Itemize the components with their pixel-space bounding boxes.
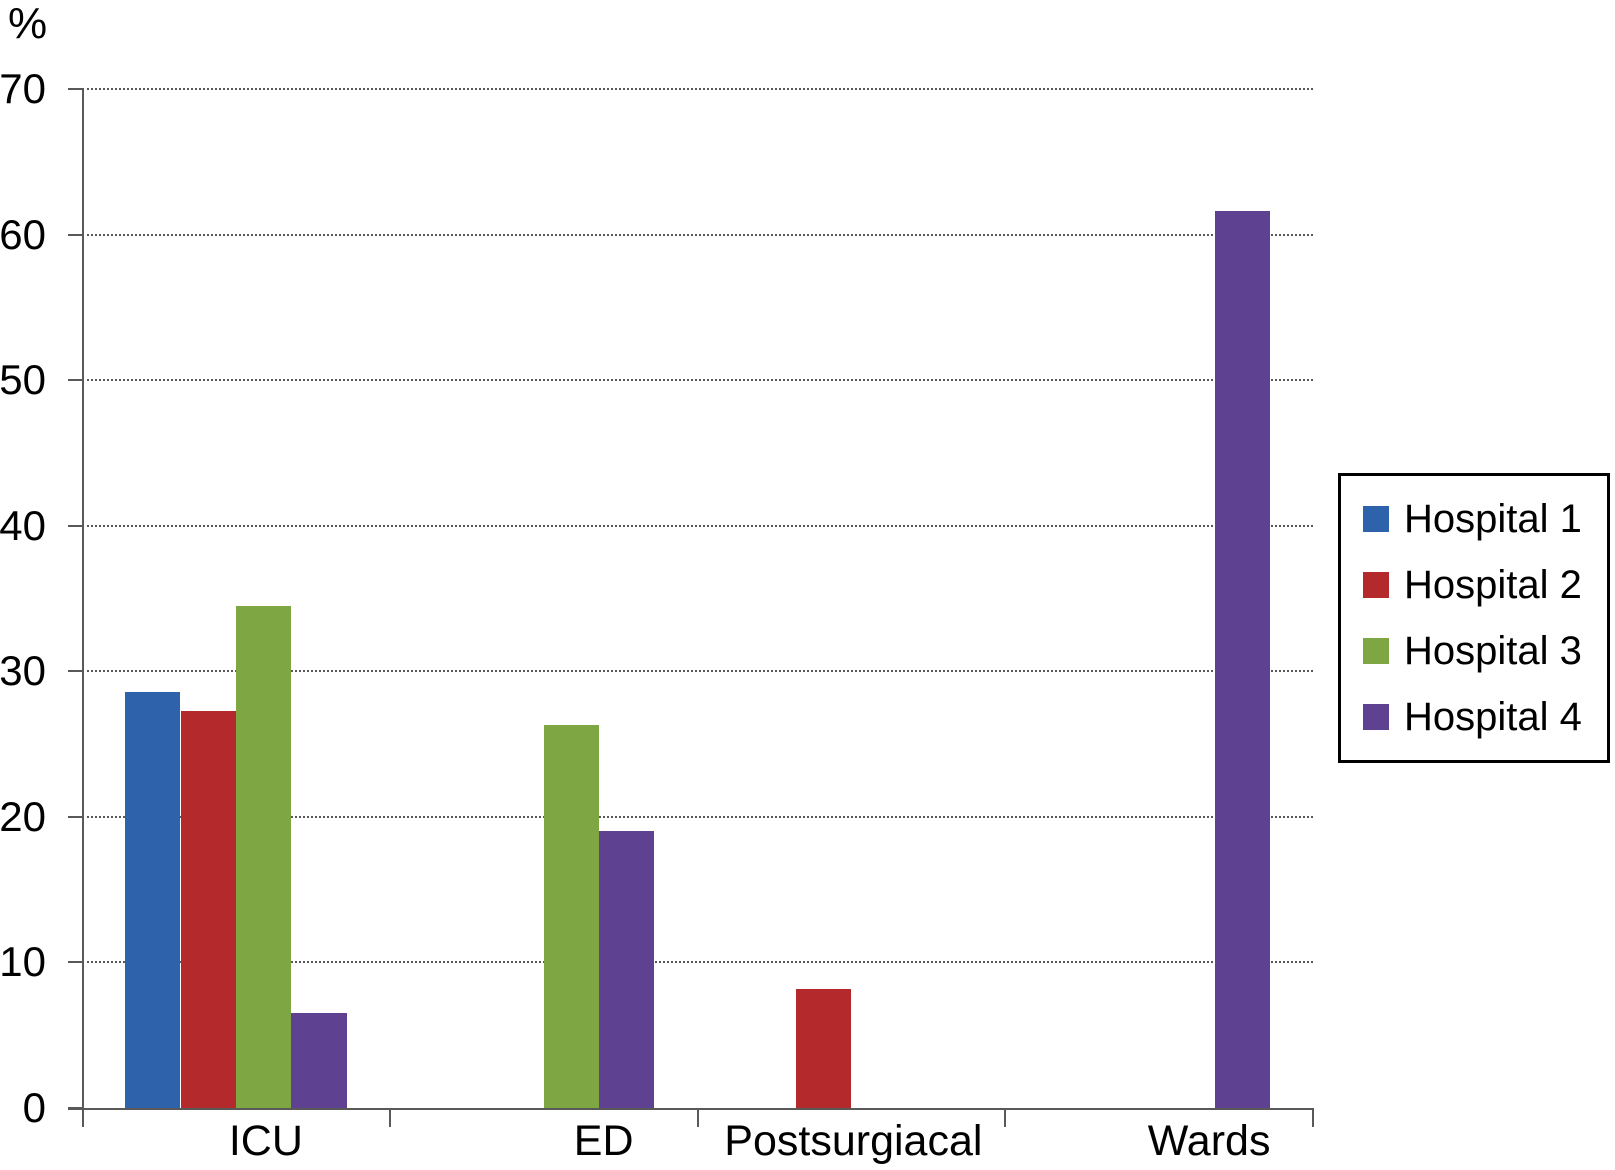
bar-hospital-2-icu (180, 710, 236, 1108)
legend-swatch-hospital-1 (1363, 506, 1389, 532)
x-axis-tick-1 (388, 1108, 391, 1127)
y-tick-50 (68, 379, 82, 382)
y-tick-10 (68, 961, 82, 964)
y-tick-label-50: 50 (0, 356, 46, 404)
legend-swatch-hospital-4 (1363, 704, 1389, 730)
legend-swatch-hospital-2 (1363, 572, 1389, 598)
y-tick-0 (68, 1107, 82, 1109)
y-tick-70 (68, 88, 82, 90)
y-tick-40 (68, 524, 82, 527)
y-tick-label-30: 30 (0, 647, 46, 695)
legend: Hospital 1 Hospital 2 Hospital 3 Hospital 4 (1338, 473, 1610, 763)
gridline-20 (82, 815, 1313, 818)
bar-hospital-1-icu (125, 691, 181, 1108)
gridline-30 (82, 670, 1313, 673)
y-tick-label-70: 70 (0, 65, 46, 112)
gridline-60 (82, 233, 1313, 236)
gridline-40 (82, 524, 1313, 527)
legend-label-hospital-3: Hospital 3 (1404, 629, 1582, 673)
legend-swatch-hospital-3 (1363, 638, 1389, 664)
y-axis-unit-label: % (8, 0, 48, 48)
x-category-label-wards: Wards (1147, 1117, 1271, 1165)
y-tick-label-10: 10 (0, 938, 46, 986)
y-tick-30 (68, 670, 82, 673)
y-tick-60 (68, 233, 82, 236)
x-axis-line (68, 1108, 1314, 1110)
bar-hospital-3-ed (543, 725, 600, 1108)
bar-hospital-4-ed (599, 831, 655, 1108)
bar-hospital-4-icu (291, 1013, 347, 1108)
bar-hospital-2-postsurgiacal (796, 988, 852, 1108)
legend-label-hospital-1: Hospital 1 (1404, 497, 1582, 541)
y-tick-label-40: 40 (0, 501, 46, 549)
gridline-70 (82, 88, 1313, 90)
y-tick-label-20: 20 (0, 792, 46, 840)
legend-item-1: Hospital 1 (1363, 499, 1607, 539)
y-tick-label-0: 0 (22, 1084, 46, 1131)
legend-item-3: Hospital 3 (1363, 631, 1607, 671)
x-category-label-icu: ICU (228, 1117, 303, 1165)
bar-hospital-3-icu (235, 605, 292, 1108)
x-category-label-ed: ED (573, 1117, 634, 1165)
legend-label-hospital-2: Hospital 2 (1404, 563, 1582, 607)
gridline-50 (82, 379, 1313, 382)
y-tick-label-60: 60 (0, 210, 46, 258)
x-axis-tick-4 (1312, 1108, 1314, 1127)
x-axis-tick-3 (1004, 1108, 1007, 1127)
legend-label-hospital-4: Hospital 4 (1404, 695, 1582, 739)
y-tick-20 (68, 815, 82, 818)
legend-item-2: Hospital 2 (1363, 565, 1607, 605)
x-axis-tick-2 (696, 1108, 699, 1127)
bar-hospital-4-wards (1214, 211, 1270, 1108)
x-category-label-postsurgiacal: Postsurgiacal (724, 1117, 983, 1165)
gridline-10 (82, 961, 1313, 964)
y-axis-line (82, 89, 84, 1127)
legend-item-4: Hospital 4 (1363, 697, 1607, 737)
